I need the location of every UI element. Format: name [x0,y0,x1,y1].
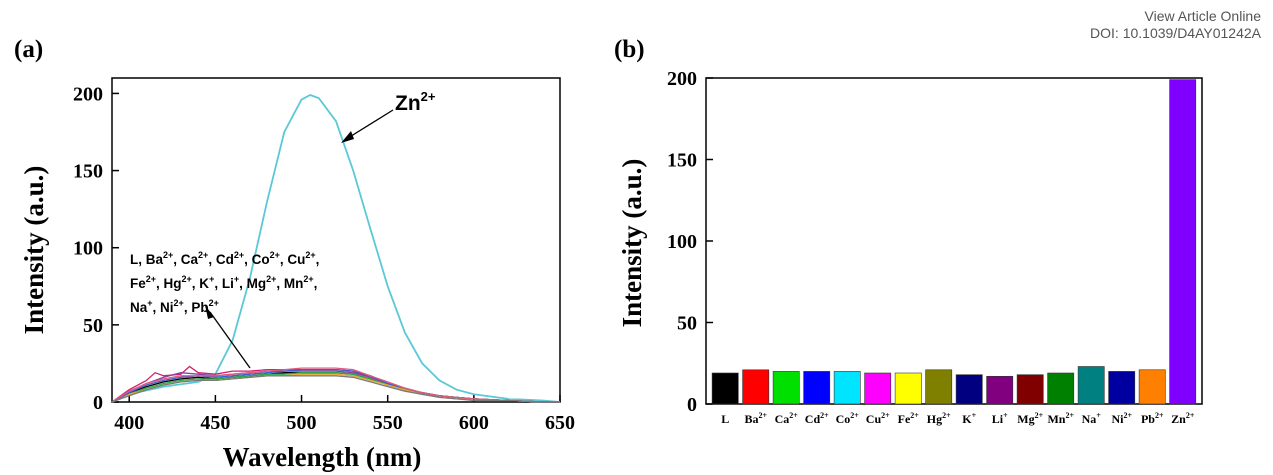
panel-b-x-tick-label-ba: Ba2+ [744,411,767,426]
panel-a-y-tick-label: 100 [73,238,103,260]
annotation-zn-label: Zn2+ [395,89,436,115]
panel-a-y-tick-label: 50 [83,315,103,337]
panel-b-x-tick-label-mn: Mn2+ [1047,411,1074,426]
panel-b-x-tick-label-cd: Cd2+ [805,411,829,426]
panel-b-x-tick-label-cu: Cu2+ [866,411,890,426]
panel-b-label: (b) [614,36,645,63]
panel-b-y-tick-label: 50 [677,313,697,335]
panel-b-y-axis-label: Intensity (a.u.) [617,159,647,328]
doi-text: DOI: 10.1039/D4AY01242A [1090,25,1261,41]
bar-mg [1016,374,1044,405]
series-line-mn2 [111,375,560,403]
bar-ca [772,371,800,405]
series-line-na [111,367,560,403]
panel-a-x-tick-label: 400 [114,412,144,434]
annotation-ions-line-3: Na+, Ni2+, Pb2+ [130,298,219,315]
panel-b-x-tick-label-co: Co2+ [836,411,860,426]
panel-a-x-tick-label: 550 [373,412,403,434]
panel-a-x-tick-label: 650 [545,412,575,434]
panel-a-x-tick-label: 600 [459,412,489,434]
panel-a-y-axis-label: Intensity (a.u.) [19,166,49,335]
panel-a-y-tick-label: 200 [73,83,103,105]
annotation-zn-arrow [347,109,394,139]
panel-a-y-tick-label: 0 [93,392,103,414]
panel-b-x-tick-label-ni: Ni2+ [1111,411,1132,426]
panel-b-plot-area: 0 50 100 150 200 L Ba2+ Ca2+ Cd2+ Co2+ Cu2+ Fe2+ Hg2… [667,68,1203,426]
panel-b-y-tick-label: 200 [667,68,697,90]
panel-a: (a) Intensity (a.u.) Wavelength (nm) 400… [14,36,575,472]
view-article-online-link[interactable]: View Article Online [1144,8,1261,24]
bar-cu [864,372,892,405]
panel-b-x-tick-label-k: K+ [962,411,976,426]
series-line-cu2 [111,373,560,403]
panel-b-axes-frame [705,77,1203,405]
panel-b-x-tick-label-na: Na+ [1082,411,1102,426]
panel-a-plot-area: 400 450 500 550 600 650 0 50 100 150 200 Zn2+ L, Ba2… [73,77,575,434]
panel-a-y-tick-label: 150 [73,161,103,183]
bar-pb [1138,369,1166,405]
panel-b-x-tick-label-mg: Mg2+ [1017,411,1043,426]
annotation-ions-line-2: Fe2+, Hg2+, K+, Li+, Mg2+, Mn2+, [130,274,317,291]
panel-b-x-tick-label-fe: Fe2+ [898,411,920,426]
bar-ba [742,369,770,405]
annotation-ions-line-1: L, Ba2+, Ca2+, Cd2+, Co2+, Cu2+, [130,250,319,267]
bar-hg [925,369,953,405]
panel-a-axes-frame [111,77,561,403]
bar-ni [1108,371,1136,405]
panel-b-y-tick-label: 0 [687,394,697,416]
bar-k [955,374,983,405]
bar-zn [1169,79,1197,405]
panel-a-label: (a) [14,36,43,63]
panel-b-x-tick-label-pb: Pb2+ [1141,411,1164,426]
panel-b-x-tick-label-l: L [721,412,729,426]
panel-b-x-tick-label-li: Li+ [992,411,1008,426]
series-line-zn2 [111,94,561,403]
bar-li [986,375,1014,405]
panel-b-x-tick-label-ca: Ca2+ [775,411,799,426]
bar-mn [1047,372,1075,405]
article-watermark: View Article Online DOI: 10.1039/D4AY012… [1090,8,1261,42]
annotation-zn-arrowhead [341,131,354,143]
panel-a-x-tick-label: 500 [287,412,317,434]
bar-na [1077,366,1105,405]
annotation-ions-arrow [209,311,251,369]
panel-a-x-axis-label: Wavelength (nm) [223,442,422,472]
bar-l [711,372,739,405]
annotation-ions-arrowhead [205,305,214,319]
panel-b-x-tick-label-zn: Zn2+ [1171,411,1195,426]
panel-b: (b) Intensity (a.u.) 0 50 100 150 200 L Ba2+ Ca… [614,36,1203,426]
bar-co [833,371,861,405]
bar-cd [803,371,831,405]
panel-b-x-tick-label-hg: Hg2+ [927,411,951,426]
bar-fe [894,372,922,405]
panel-b-y-tick-label: 150 [667,150,697,172]
panel-a-x-tick-label: 450 [200,412,230,434]
panel-b-y-tick-label: 100 [667,231,697,253]
